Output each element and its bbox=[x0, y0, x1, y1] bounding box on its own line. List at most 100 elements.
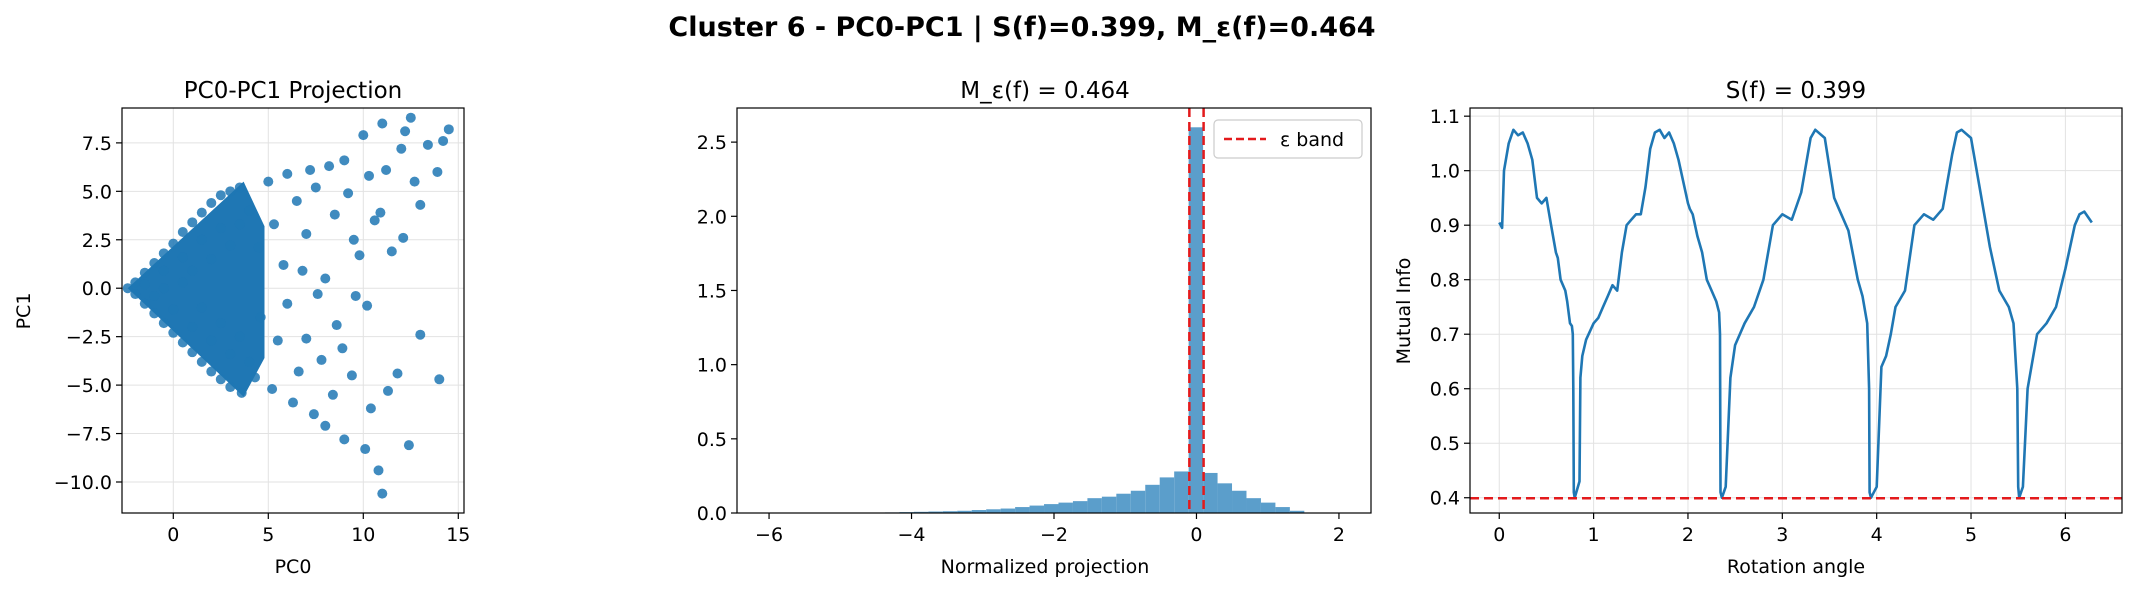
scatter-point bbox=[362, 300, 373, 311]
scatter-point bbox=[324, 161, 335, 172]
x-tick-label: 3 bbox=[1776, 524, 1788, 546]
scatter-point bbox=[139, 267, 150, 278]
scatter-point bbox=[432, 166, 443, 177]
y-tick-label: 0.5 bbox=[1430, 433, 1460, 455]
scatter-point bbox=[225, 349, 236, 360]
scatter-point bbox=[187, 265, 198, 276]
x-tick-label: −4 bbox=[898, 524, 926, 546]
scatter-point bbox=[234, 219, 245, 230]
y-tick-label: 5.0 bbox=[82, 181, 112, 203]
scatter-x-label: PC0 bbox=[275, 556, 312, 578]
x-tick-label: 4 bbox=[1871, 524, 1883, 546]
scatter-point bbox=[158, 248, 169, 259]
y-tick-label: −7.5 bbox=[66, 424, 112, 446]
scatter-point bbox=[206, 335, 217, 346]
scatter-frame bbox=[121, 107, 465, 514]
scatter-point bbox=[409, 176, 420, 187]
scatter-point bbox=[329, 209, 340, 220]
scatter-point bbox=[339, 434, 350, 445]
scatter-point bbox=[196, 207, 207, 218]
scatter-point bbox=[282, 298, 293, 309]
scatter-point bbox=[339, 155, 350, 166]
histogram-bar bbox=[1058, 502, 1073, 513]
histogram-bar bbox=[1101, 496, 1117, 513]
x-tick-label: 10 bbox=[351, 524, 375, 546]
scatter-point bbox=[398, 232, 409, 243]
scatter-point bbox=[168, 238, 179, 249]
line-title: S(f) = 0.399 bbox=[1726, 78, 1866, 104]
histogram-bar bbox=[1044, 504, 1059, 513]
scatter-point bbox=[215, 190, 226, 201]
histogram-bar bbox=[1145, 484, 1160, 513]
scatter-point bbox=[149, 258, 160, 269]
scatter-point bbox=[187, 217, 198, 228]
scatter-point bbox=[434, 374, 445, 385]
line-x-label: Rotation angle bbox=[1727, 556, 1865, 578]
scatter-point bbox=[288, 397, 298, 408]
scatter-point bbox=[206, 254, 217, 265]
scatter-point bbox=[396, 143, 407, 154]
line-y-label: Mutual Info bbox=[1393, 258, 1415, 365]
scatter-point bbox=[403, 440, 414, 451]
scatter-point bbox=[327, 389, 338, 400]
scatter-point bbox=[225, 240, 236, 251]
mutual-info-line bbox=[1498, 128, 2093, 499]
scatter-point bbox=[373, 465, 384, 476]
scatter-point bbox=[369, 215, 380, 226]
y-tick-label: 0.6 bbox=[1430, 379, 1460, 401]
y-tick-label: 2.0 bbox=[697, 206, 727, 228]
scatter-point bbox=[215, 374, 226, 385]
scatter-y-label: PC1 bbox=[13, 293, 35, 330]
line-ticks: 0 1 2 3 4 5 6 0.4 0.5 0.6 0.7 0.8 0.9 1.0 1.1 bbox=[1430, 106, 2072, 546]
y-tick-label: 2.5 bbox=[697, 132, 727, 154]
scatter-point bbox=[234, 182, 245, 193]
histogram-bar bbox=[1232, 490, 1247, 513]
scatter-point bbox=[343, 188, 354, 199]
histogram-bar bbox=[1072, 501, 1088, 513]
scatter-point bbox=[267, 383, 278, 394]
scatter-point bbox=[422, 139, 433, 150]
histogram-title: M_ε(f) = 0.464 bbox=[960, 78, 1130, 104]
y-tick-label: 0.0 bbox=[697, 503, 727, 525]
scatter-ticks: 0 5 10 15 −10.0 −7.5 −5.0 −2.5 0.0 2.5 5.0 7.5 bbox=[54, 133, 471, 546]
scatter-point bbox=[196, 302, 207, 313]
histogram-bar bbox=[957, 510, 972, 513]
histogram-bar bbox=[1289, 510, 1305, 513]
scatter-point bbox=[187, 321, 198, 332]
scatter-point bbox=[130, 277, 141, 288]
scatter-point bbox=[149, 308, 160, 319]
legend-epsilon-band-label: ε band bbox=[1280, 129, 1344, 151]
scatter-title: PC0-PC1 Projection bbox=[184, 78, 402, 104]
histogram-bar bbox=[1130, 490, 1146, 513]
scatter-point bbox=[438, 135, 449, 146]
x-tick-label: 1 bbox=[1588, 524, 1600, 546]
histogram-bar bbox=[1217, 483, 1233, 513]
y-tick-label: 0.7 bbox=[1430, 324, 1460, 346]
scatter-point bbox=[269, 219, 279, 230]
scatter-panel: 0 5 10 15 −10.0 −7.5 −5.0 −2.5 0.0 2.5 5.0 7.5 PC0-… bbox=[13, 78, 470, 578]
y-tick-label: 1.1 bbox=[1430, 106, 1460, 128]
y-tick-label: −10.0 bbox=[54, 472, 112, 494]
scatter-point bbox=[158, 283, 169, 294]
scatter-point bbox=[301, 333, 312, 344]
scatter-point bbox=[206, 366, 217, 377]
histogram-bar bbox=[1029, 505, 1045, 513]
y-tick-label: 1.5 bbox=[697, 280, 727, 302]
scatter-point bbox=[377, 488, 388, 499]
scatter-point bbox=[316, 354, 327, 365]
scatter-point bbox=[337, 343, 348, 354]
histogram-plot-area bbox=[737, 108, 1371, 513]
line-series bbox=[1498, 128, 2093, 499]
y-tick-label: 0.0 bbox=[82, 278, 112, 300]
scatter-point bbox=[301, 228, 312, 239]
scatter-point bbox=[168, 304, 179, 315]
scatter-point bbox=[149, 290, 160, 301]
histogram-bar bbox=[1203, 472, 1218, 513]
scatter-point bbox=[320, 420, 331, 431]
y-tick-label: 1.0 bbox=[697, 355, 727, 377]
scatter-point bbox=[293, 366, 304, 377]
scatter-point bbox=[312, 289, 323, 300]
scatter-point bbox=[215, 318, 226, 329]
y-tick-label: 0.5 bbox=[697, 429, 727, 451]
x-tick-label: 6 bbox=[2059, 524, 2071, 546]
